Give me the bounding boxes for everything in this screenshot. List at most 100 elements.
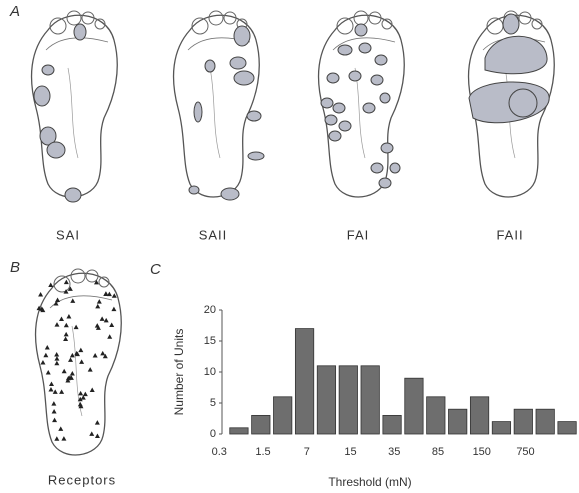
receptor — [79, 359, 85, 364]
x-tick-label: 35 — [388, 446, 400, 458]
receptor — [59, 389, 65, 394]
y-axis-label: Number of Units — [172, 329, 186, 416]
receptor — [38, 291, 44, 297]
receptor — [53, 300, 59, 306]
y-tick-label: 20 — [204, 304, 216, 316]
receptor — [102, 353, 108, 359]
receptor — [36, 305, 42, 311]
receptor — [106, 291, 112, 297]
receptor — [48, 282, 54, 288]
foot-faii — [467, 10, 555, 198]
receptor — [67, 286, 73, 291]
receptor — [69, 370, 75, 376]
bar — [360, 365, 380, 435]
caption: SAII — [199, 227, 228, 242]
receptor — [87, 367, 93, 372]
receptor — [48, 386, 54, 392]
receptor — [74, 350, 80, 356]
receptor — [52, 417, 58, 423]
bar — [338, 365, 358, 435]
bar — [316, 365, 337, 435]
receptor — [63, 289, 69, 294]
receptor — [68, 375, 74, 380]
foot-saii — [172, 10, 265, 201]
receptor — [58, 316, 64, 322]
y-tick-label: 0 — [210, 428, 216, 440]
receptor — [82, 391, 88, 397]
bar — [294, 328, 315, 435]
x-tick-label: 1.5 — [255, 446, 270, 458]
receptor — [66, 314, 72, 319]
receptor — [40, 360, 46, 365]
receptor — [61, 436, 67, 441]
x-tick-label: 0.3 — [212, 446, 227, 458]
receptor — [96, 299, 102, 304]
receptor — [68, 357, 74, 362]
receptor — [89, 387, 95, 392]
x-tick-label: 85 — [432, 446, 444, 458]
receptor — [99, 316, 105, 321]
receptor — [45, 369, 51, 375]
receptor — [63, 279, 69, 285]
receptor — [94, 323, 100, 328]
panel-label: B — [10, 259, 20, 276]
y-tick-label: 15 — [204, 335, 216, 347]
receptor — [78, 390, 84, 396]
receptor — [43, 352, 49, 358]
receptor — [51, 408, 57, 414]
receptor — [54, 352, 60, 357]
receptor — [95, 325, 101, 330]
receptor — [55, 297, 61, 303]
bar — [491, 421, 512, 435]
receptor — [63, 322, 69, 328]
receptor — [80, 395, 86, 400]
receptor — [103, 317, 109, 323]
receptor — [78, 347, 84, 353]
foot-receptors — [34, 268, 122, 456]
receptor — [89, 431, 95, 436]
x-tick-label: 750 — [516, 446, 534, 458]
receptor — [77, 396, 83, 402]
y-tick-label: 5 — [210, 397, 216, 409]
panel-label: A — [9, 3, 20, 20]
bar — [229, 427, 249, 435]
receptor — [70, 298, 76, 303]
receptor — [94, 420, 100, 425]
receptor — [63, 336, 69, 342]
receptor — [100, 350, 106, 356]
receptor — [95, 303, 101, 309]
receptor — [54, 322, 60, 327]
receptor — [48, 381, 54, 386]
receptor — [54, 360, 60, 366]
receptor — [52, 389, 58, 394]
receptor — [54, 436, 60, 441]
bar — [273, 396, 293, 435]
bar — [513, 408, 533, 435]
bar — [535, 408, 555, 435]
receptor — [107, 334, 113, 339]
receptor — [103, 291, 109, 296]
receptor — [58, 426, 64, 431]
x-axis-label: Threshold (mN) — [328, 475, 411, 489]
receptor — [63, 331, 69, 337]
caption: Receptors — [48, 472, 116, 487]
bar — [448, 408, 468, 435]
caption: FAI — [347, 227, 370, 242]
receptor — [61, 368, 67, 374]
receptor — [77, 401, 83, 407]
receptor — [109, 322, 115, 328]
receptor — [65, 377, 71, 383]
bar — [251, 414, 271, 435]
panel-label: C — [150, 261, 161, 278]
bar — [404, 377, 424, 435]
receptor — [54, 356, 60, 361]
receptor — [44, 345, 50, 350]
foot-sai — [30, 10, 118, 203]
receptor — [73, 324, 79, 330]
receptor — [111, 306, 117, 312]
y-tick-label: 10 — [204, 366, 216, 378]
receptor — [94, 433, 100, 438]
receptor — [111, 293, 117, 298]
bar — [469, 396, 490, 435]
